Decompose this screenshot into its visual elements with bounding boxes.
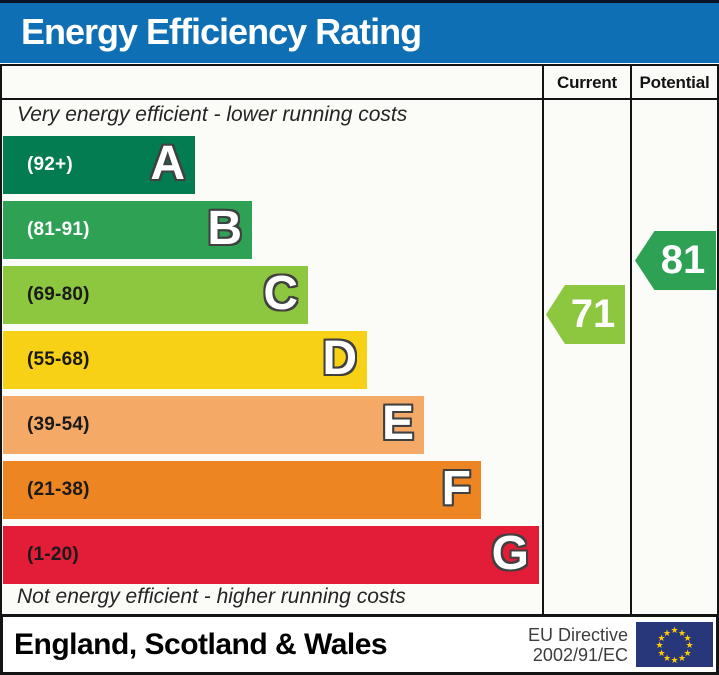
column-header-potential: Potential [639, 73, 710, 92]
band-range-label: (81-91) [27, 219, 90, 240]
potential-rating-value: 81 [660, 238, 706, 282]
band-range-label: (55-68) [27, 349, 90, 370]
eu-star-icon: ★ [662, 627, 672, 638]
band-range-label: (21-38) [27, 479, 90, 500]
eu-star-icon: ★ [683, 647, 692, 658]
band-row-g: (1-20) G [3, 526, 539, 584]
band-letter: G [491, 527, 529, 581]
eu-star-icon: ★ [670, 655, 679, 665]
band-range-label: (39-54) [27, 414, 90, 435]
band-letter: F [441, 462, 471, 516]
column-divider-current [542, 66, 544, 614]
band-letter: C [263, 267, 298, 321]
column-header-current: Current [557, 73, 617, 92]
band-range-label: (1-20) [27, 544, 79, 565]
current-rating-value: 71 [570, 292, 616, 336]
band-letter: D [322, 332, 357, 386]
band-row-d: (55-68) D [3, 331, 367, 389]
column-divider-potential [630, 66, 632, 614]
eu-directive-label: EU Directive 2002/91/EC [528, 625, 628, 665]
title-bar: Energy Efficiency Rating [0, 0, 719, 63]
eu-star-icon: ★ [657, 647, 666, 658]
band-letter: B [207, 202, 242, 256]
eu-directive-line2: 2002/91/EC [532, 644, 628, 665]
band-letter: E [381, 397, 414, 451]
footer: England, Scotland & Wales EU Directive 2… [0, 614, 719, 675]
region-label: England, Scotland & Wales [14, 627, 388, 661]
caption-not-efficient: Not energy efficient - higher running co… [17, 585, 406, 608]
eu-star-icon: ★ [670, 625, 679, 635]
eu-star-icon: ★ [683, 632, 692, 643]
band-letter: A [150, 137, 185, 191]
potential-rating-arrow: 81 [635, 231, 716, 290]
current-rating-arrow: 71 [546, 285, 625, 344]
eu-directive-line1: EU Directive [527, 624, 628, 645]
caption-very-efficient: Very energy efficient - lower running co… [17, 103, 408, 126]
band-range-label: (92+) [27, 154, 73, 175]
page-title: Energy Efficiency Rating [21, 11, 422, 52]
eu-star-icon: ★ [657, 632, 666, 643]
band-row-e: (39-54) E [3, 396, 424, 454]
eu-star-icon: ★ [685, 640, 694, 650]
chart-table: Current Potential Very energy efficient … [0, 64, 719, 616]
header-underline [2, 98, 717, 100]
band-row-a: (92+) A [3, 136, 195, 194]
band-range-label: (69-80) [27, 284, 90, 305]
eu-star-icon: ★ [655, 640, 664, 650]
eu-flag-icon: ★ ★ ★ ★ ★ ★ ★ ★ ★ ★ ★ ★ [636, 622, 713, 667]
eu-star-icon: ★ [677, 652, 687, 663]
band-row-c: (69-80) C [3, 266, 308, 324]
eu-star-icon: ★ [662, 652, 672, 663]
eu-star-icon: ★ [677, 627, 687, 638]
band-row-b: (81-91) B [3, 201, 252, 259]
band-row-f: (21-38) F [3, 461, 481, 519]
